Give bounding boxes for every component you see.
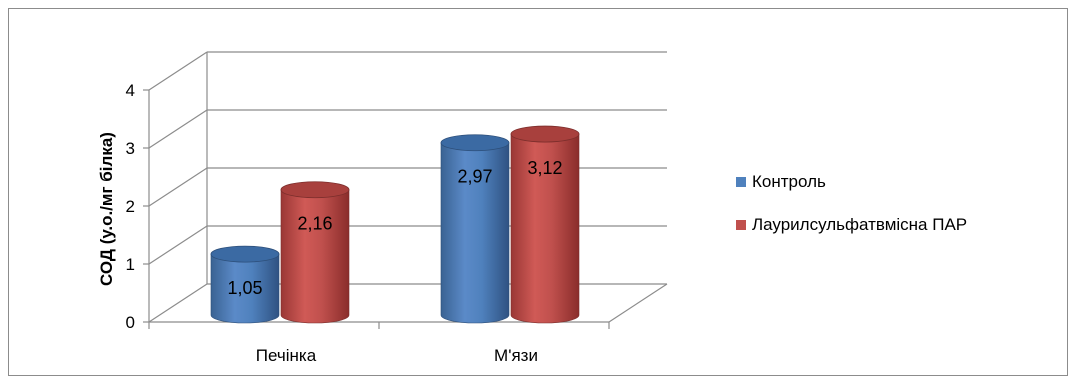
x-tick-label: Печінка bbox=[256, 346, 317, 365]
bar-body bbox=[510, 133, 580, 324]
legend-swatch bbox=[736, 220, 746, 230]
legend-label: Контроль bbox=[752, 172, 826, 191]
legend: Контроль Лаурилсульфатвмісна ПАР bbox=[736, 172, 967, 234]
y-axis-title: СОД (у.о./мг білка) bbox=[97, 132, 116, 286]
axes: 0 1 2 3 4 Печінка М'язи bbox=[126, 81, 610, 365]
bar-лаурилсульфатвмісна-пар-2 bbox=[510, 125, 580, 324]
data-label: 1,05 bbox=[227, 278, 262, 298]
bars bbox=[210, 125, 580, 324]
data-label: 3,12 bbox=[527, 158, 562, 178]
bar-контроль-1 bbox=[210, 245, 280, 324]
chart-canvas: 0 1 2 3 4 Печінка М'язи 1,05 2,16 2,97 3,12 СОД (… bbox=[97, 51, 967, 365]
y-tick-label: 4 bbox=[126, 81, 135, 100]
side-grid-line bbox=[148, 225, 208, 265]
side-grid-line bbox=[148, 51, 208, 91]
y-tick-label: 1 bbox=[126, 255, 135, 274]
y-tick-label: 2 bbox=[126, 197, 135, 216]
legend-item: Контроль bbox=[736, 172, 826, 191]
legend-label: Лаурилсульфатвмісна ПАР bbox=[752, 215, 967, 234]
floor-right-edge bbox=[608, 283, 668, 323]
bar-body bbox=[440, 142, 510, 324]
side-grid-line bbox=[148, 109, 208, 149]
bar-лаурилсульфатвмісна-пар-1 bbox=[280, 181, 350, 324]
y-tick-label: 3 bbox=[126, 139, 135, 158]
side-grid-line bbox=[148, 167, 208, 207]
legend-swatch bbox=[736, 177, 746, 187]
chart-frame: 0 1 2 3 4 Печінка М'язи 1,05 2,16 2,97 3,12 СОД (… bbox=[8, 8, 1068, 376]
bar-top bbox=[510, 125, 580, 143]
bar-top bbox=[440, 134, 510, 152]
bar-body bbox=[280, 189, 350, 324]
bar-контроль-2 bbox=[440, 134, 510, 324]
bar-top bbox=[210, 245, 280, 263]
y-tick-label: 0 bbox=[126, 313, 135, 332]
data-labels: 1,05 2,16 2,97 3,12 bbox=[227, 158, 562, 298]
data-label: 2,97 bbox=[457, 167, 492, 187]
data-label: 2,16 bbox=[297, 214, 332, 234]
x-tick-label: М'язи bbox=[494, 346, 538, 365]
bar-top bbox=[280, 181, 350, 199]
side-grid-line bbox=[148, 283, 208, 323]
bar-body bbox=[210, 253, 280, 324]
legend-item: Лаурилсульфатвмісна ПАР bbox=[736, 215, 967, 234]
